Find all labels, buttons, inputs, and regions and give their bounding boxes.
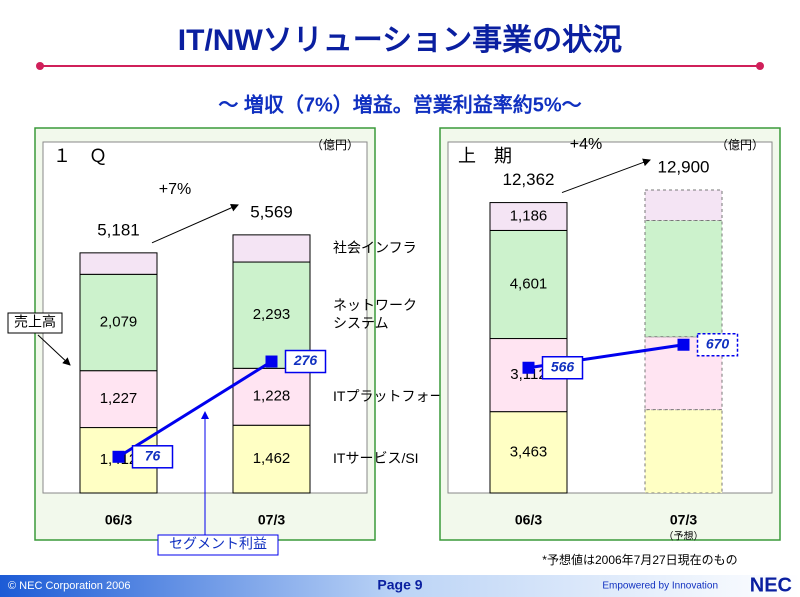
- line: [117, 360, 273, 459]
- category-note: （予想）: [664, 530, 704, 543]
- footer-bar: [0, 575, 800, 597]
- series-name: ITサービス/SI: [333, 450, 419, 466]
- segment-label: 3,463: [510, 443, 548, 460]
- series-name-line: ITプラットフォーム: [333, 387, 457, 403]
- segment-label: 1,186: [510, 207, 548, 224]
- bar-segment: [489, 229, 568, 340]
- line-value: 76: [145, 447, 161, 463]
- value-box: [131, 445, 174, 469]
- growth-arrow: [561, 158, 651, 194]
- series-name-line: 社会インフラ: [333, 239, 417, 255]
- category-label: 06/3: [105, 512, 132, 528]
- growth-arrow: [151, 204, 239, 244]
- tagline: Empowered by Innovation: [602, 581, 718, 592]
- series-name: ITプラットフォーム: [333, 387, 457, 403]
- segment-label: 4,601: [510, 275, 548, 292]
- line-value: 276: [293, 352, 318, 368]
- unit: （億円）: [311, 138, 359, 152]
- series-name-line: ITサービス/SI: [333, 450, 419, 466]
- series-name-line: システム: [333, 315, 389, 331]
- line-marker: [265, 355, 278, 368]
- rule-dot: [756, 62, 764, 70]
- slide-title: IT/NWソリューション事業の状況: [178, 24, 622, 57]
- bar-segment: [232, 424, 311, 494]
- value-box: [696, 332, 739, 357]
- page-number: Page 9: [377, 577, 422, 593]
- growth-label: +4%: [570, 136, 602, 153]
- note: *予想値は2006年7月27日現在のもの: [542, 552, 737, 567]
- line-value: 566: [551, 358, 575, 374]
- growth-label: +7%: [159, 181, 191, 198]
- callout-label: セグメント利益: [169, 536, 267, 552]
- logo: NEC: [750, 574, 792, 596]
- chart-title: 上 期: [458, 146, 512, 166]
- segment-label: 1,462: [253, 450, 291, 467]
- segment-label: 1,228: [253, 388, 291, 405]
- line-marker: [112, 450, 125, 463]
- chart-title: １ Ｑ: [53, 146, 107, 166]
- value-box: [284, 349, 327, 374]
- bar-segment: [79, 273, 158, 372]
- copyright: © NEC Corporation 2006: [8, 580, 130, 592]
- value-box: [541, 355, 584, 380]
- segment-label: 2,079: [100, 313, 138, 330]
- series-name: ネットワークシステム: [333, 297, 417, 331]
- total-label: 12,900: [658, 157, 710, 176]
- line-value: 670: [706, 335, 730, 351]
- total-label: 12,362: [503, 170, 555, 189]
- bar-segment: [79, 370, 158, 429]
- bar-segment: [232, 234, 311, 263]
- total-label: 5,569: [250, 202, 293, 221]
- series-name: 社会インフラ: [333, 239, 417, 255]
- annotation-arrow: [37, 334, 71, 366]
- rule-dot: [36, 62, 44, 70]
- total-label: 5,181: [97, 220, 140, 239]
- bar-segment: [644, 409, 723, 494]
- subtitle: ～ 増収（7%）増益。営業利益率約5%～: [218, 92, 581, 116]
- bar-segment: [644, 189, 723, 221]
- bar-segment: [644, 219, 723, 338]
- bar-segment: [489, 202, 568, 231]
- callout-box: [157, 534, 279, 556]
- bar-segment: [489, 411, 568, 494]
- segment-label: 1,227: [100, 390, 138, 407]
- unit: （億円）: [716, 138, 764, 152]
- annotation-box: [7, 312, 63, 334]
- annotation: 売上高: [14, 314, 56, 330]
- category-label: 07/3: [258, 512, 285, 528]
- category-label: 07/3: [670, 512, 697, 528]
- series-name-line: ネットワーク: [333, 297, 417, 313]
- category-label: 06/3: [515, 512, 542, 528]
- segment-label: 2,293: [253, 306, 291, 323]
- line-marker: [677, 338, 690, 351]
- segment-label: 3,112: [510, 366, 546, 383]
- line-marker: [522, 361, 535, 374]
- bar-segment: [79, 252, 158, 275]
